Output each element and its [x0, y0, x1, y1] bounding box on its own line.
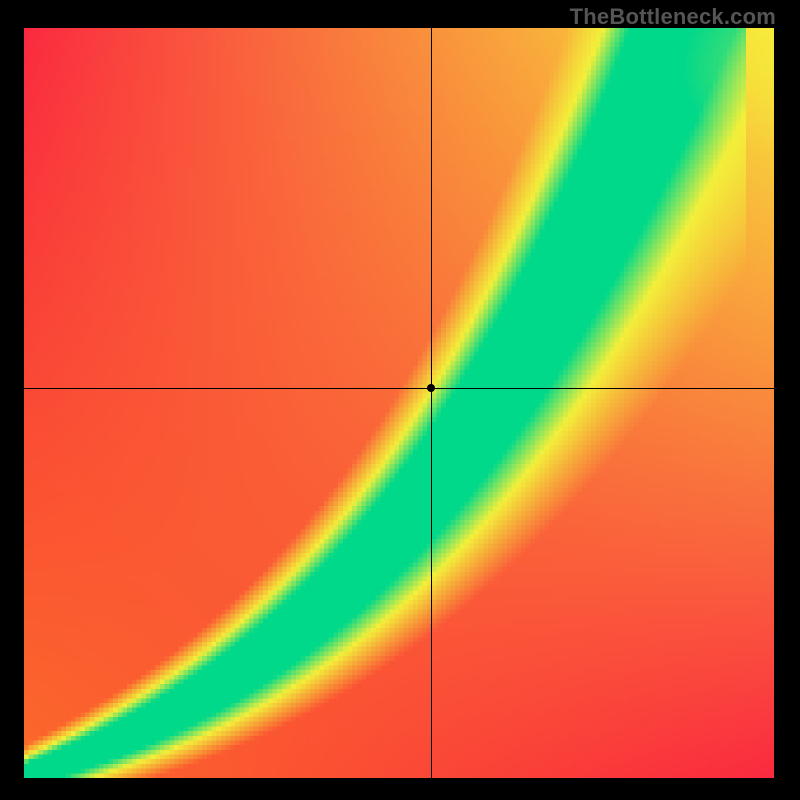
heatmap-plot-area — [24, 28, 774, 778]
heatmap-canvas — [24, 28, 774, 778]
crosshair-dot — [427, 384, 435, 392]
watermark-text: TheBottleneck.com — [570, 4, 776, 30]
crosshair-vertical — [431, 28, 432, 778]
crosshair-horizontal — [24, 388, 774, 389]
